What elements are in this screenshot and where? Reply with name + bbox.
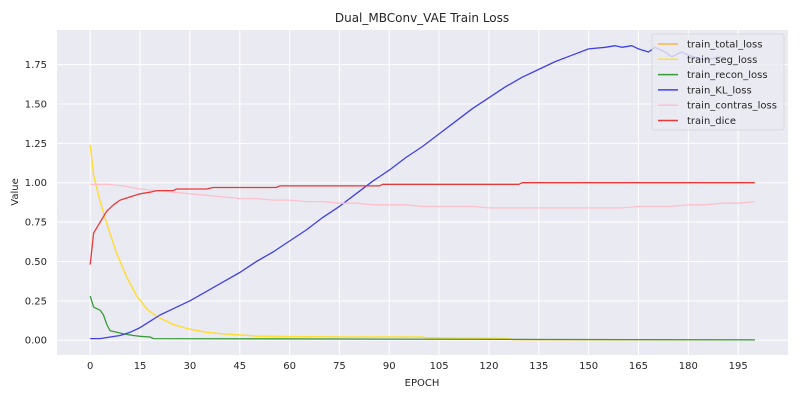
series-line-train-seg-loss: [89, 144, 755, 341]
x-tick-label: 15: [134, 361, 147, 372]
x-axis-label: EPOCH: [405, 378, 440, 389]
y-tick-label: 0.00: [25, 336, 47, 347]
x-tick-label: 90: [383, 361, 396, 372]
legend-label: train_seg_loss: [687, 55, 757, 66]
x-tick-label: 75: [333, 361, 346, 372]
legend-label: train_contras_loss: [687, 101, 777, 112]
x-tick-label: 30: [184, 361, 197, 372]
series-line-train-contras-loss: [90, 183, 755, 209]
series-line-train-recon-loss: [89, 295, 755, 341]
y-tick-labels: 0.00 0.25 0.50 0.75 1.00 1.25 1.50 1.75: [25, 60, 47, 347]
series-lines: [89, 45, 755, 341]
y-tick-label: 1.25: [25, 139, 47, 150]
y-tick-label: 0.50: [25, 257, 47, 268]
y-tick-label: 0.25: [25, 296, 47, 307]
x-tick-label: 195: [729, 361, 748, 372]
x-tick-label: 180: [679, 361, 698, 372]
series-line-train-dice: [89, 182, 755, 265]
y-tick-label: 1.00: [25, 178, 47, 189]
x-tick-label: 105: [430, 361, 449, 372]
legend-label: train_recon_loss: [687, 70, 768, 81]
y-tick-label: 0.75: [25, 218, 47, 229]
y-axis-label: Value: [10, 178, 21, 205]
y-tick-label: 1.50: [25, 100, 47, 111]
series-line-train-KL-loss: [90, 45, 722, 340]
x-tick-label: 45: [233, 361, 246, 372]
legend: train_total_loss train_seg_loss train_reco…: [651, 33, 785, 131]
legend-label: train_total_loss: [687, 40, 762, 51]
chart-title: Dual_MBConv_VAE Train Loss: [335, 11, 509, 25]
x-tick-label: 0: [87, 361, 93, 372]
x-tick-labels: 0 15 30 45 60 75 90 105 120 135 150 165 180 195: [87, 361, 748, 372]
legend-label: train_dice: [687, 116, 736, 127]
y-tick-label: 1.75: [25, 60, 47, 71]
x-tick-label: 60: [283, 361, 296, 372]
x-tick-label: 135: [529, 361, 548, 372]
x-tick-label: 150: [579, 361, 598, 372]
x-tick-label: 120: [479, 361, 498, 372]
x-tick-label: 165: [629, 361, 648, 372]
legend-box: [651, 33, 785, 131]
legend-label: train_KL_loss: [687, 85, 752, 96]
